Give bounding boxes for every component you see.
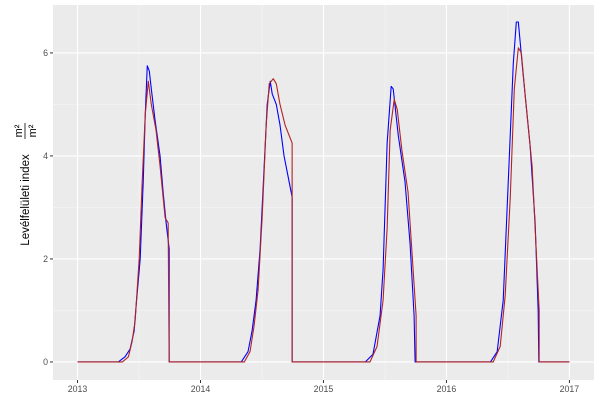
series-group <box>77 21 570 363</box>
x-tick-label: 2016 <box>437 384 457 394</box>
series-line-1 <box>77 21 570 363</box>
y-axis-label: Levélfelületi index <box>20 154 32 246</box>
grid <box>53 5 594 380</box>
series-line-2 <box>77 47 570 363</box>
y-tick-label: 0 <box>43 357 48 367</box>
y-tick-label: 2 <box>43 254 48 264</box>
x-axis: 2013 2014 2015 2016 2017 <box>68 380 580 394</box>
y-tick-label: 6 <box>43 48 48 58</box>
y-axis-title: Levélfelületi index m² m² <box>13 123 39 246</box>
y-axis-unit-denominator: m² <box>27 124 39 137</box>
y-axis-unit-numerator: m² <box>13 124 25 137</box>
x-tick-label: 2013 <box>68 384 88 394</box>
x-tick-label: 2014 <box>191 384 211 394</box>
y-axis: 0 2 4 6 <box>43 48 53 367</box>
y-tick-label: 4 <box>43 151 48 161</box>
x-tick-label: 2017 <box>560 384 580 394</box>
x-tick-label: 2015 <box>314 384 334 394</box>
